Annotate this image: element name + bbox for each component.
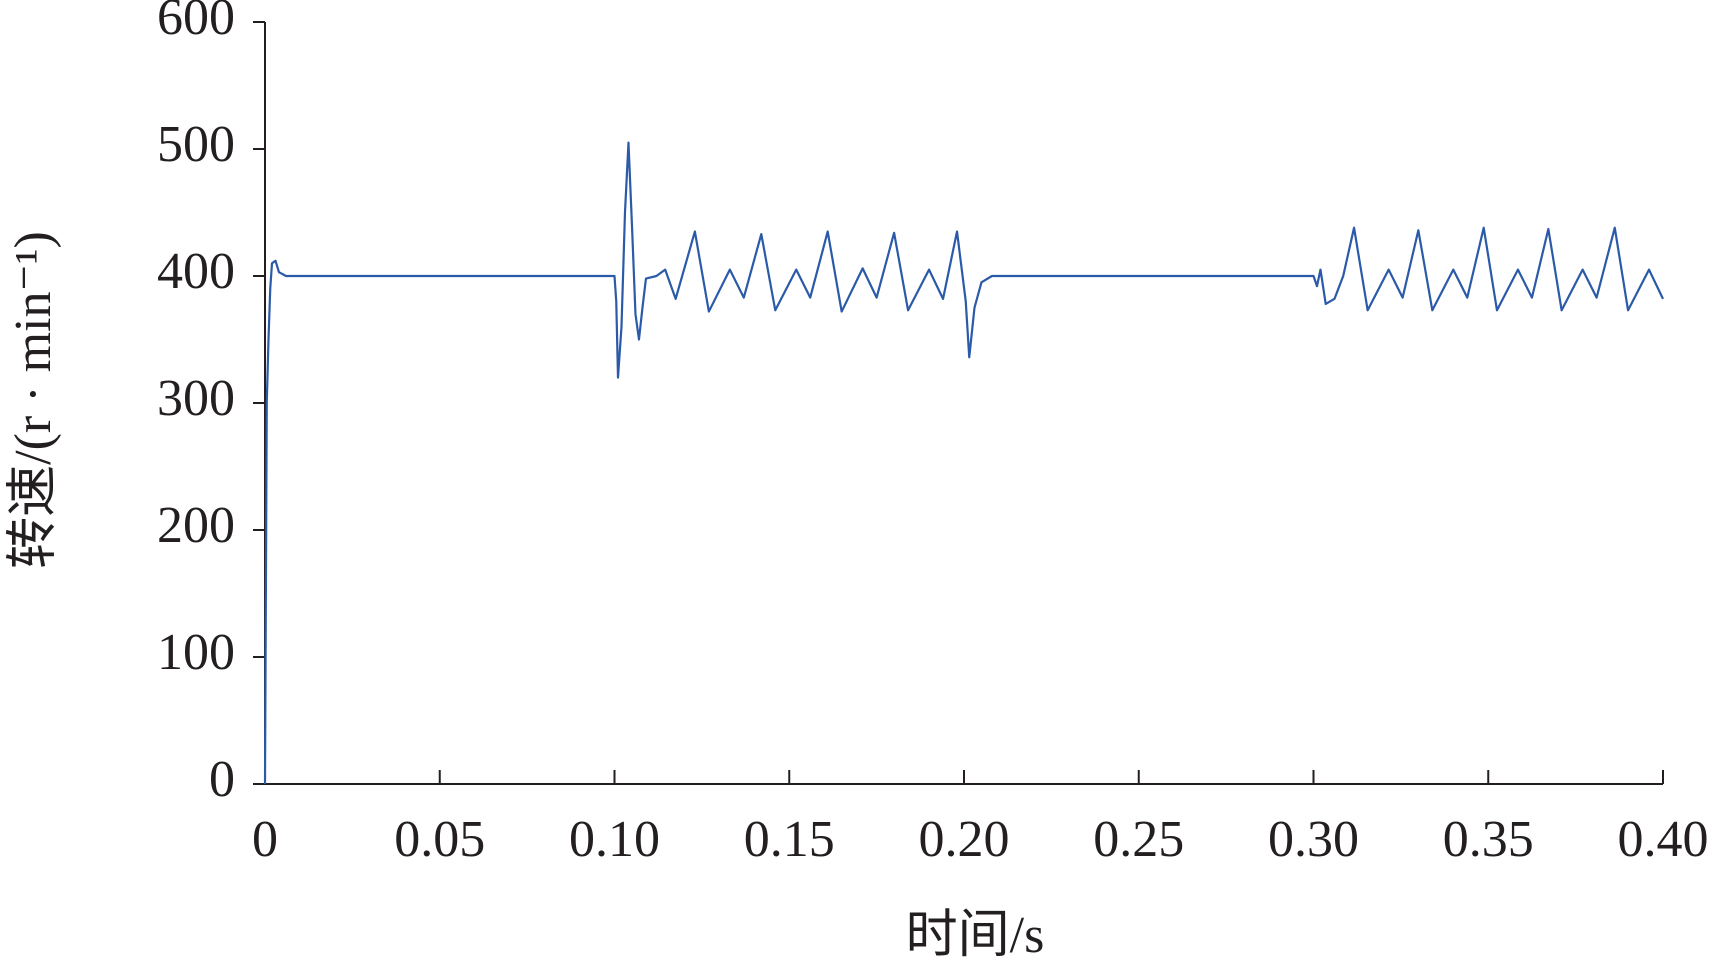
x-tick-label: 0.25: [1093, 811, 1184, 868]
x-tick-label: 0.35: [1443, 811, 1534, 868]
y-tick-label: 100: [157, 624, 235, 681]
x-tick-label: 0.05: [394, 811, 485, 868]
y-axis-label: 转速/(r · min⁻¹): [5, 231, 62, 569]
x-tick-label: 0: [252, 811, 278, 868]
y-tick-label: 500: [157, 116, 235, 173]
x-tick-label: 0.10: [569, 811, 660, 868]
y-tick-label: 300: [157, 370, 235, 427]
y-tick-label: 400: [157, 243, 235, 300]
x-tick-label: 0.15: [744, 811, 835, 868]
y-tick-label: 200: [157, 497, 235, 554]
y-tick-label: 0: [209, 751, 235, 808]
x-tick-label: 0.20: [919, 811, 1010, 868]
data-line: [263, 141, 1664, 785]
x-axis-label: 时间/s: [906, 907, 1045, 964]
y-tick-label: 600: [157, 0, 235, 46]
x-tick-label: 0.30: [1268, 811, 1359, 868]
x-tick-label: 0.40: [1618, 811, 1709, 868]
